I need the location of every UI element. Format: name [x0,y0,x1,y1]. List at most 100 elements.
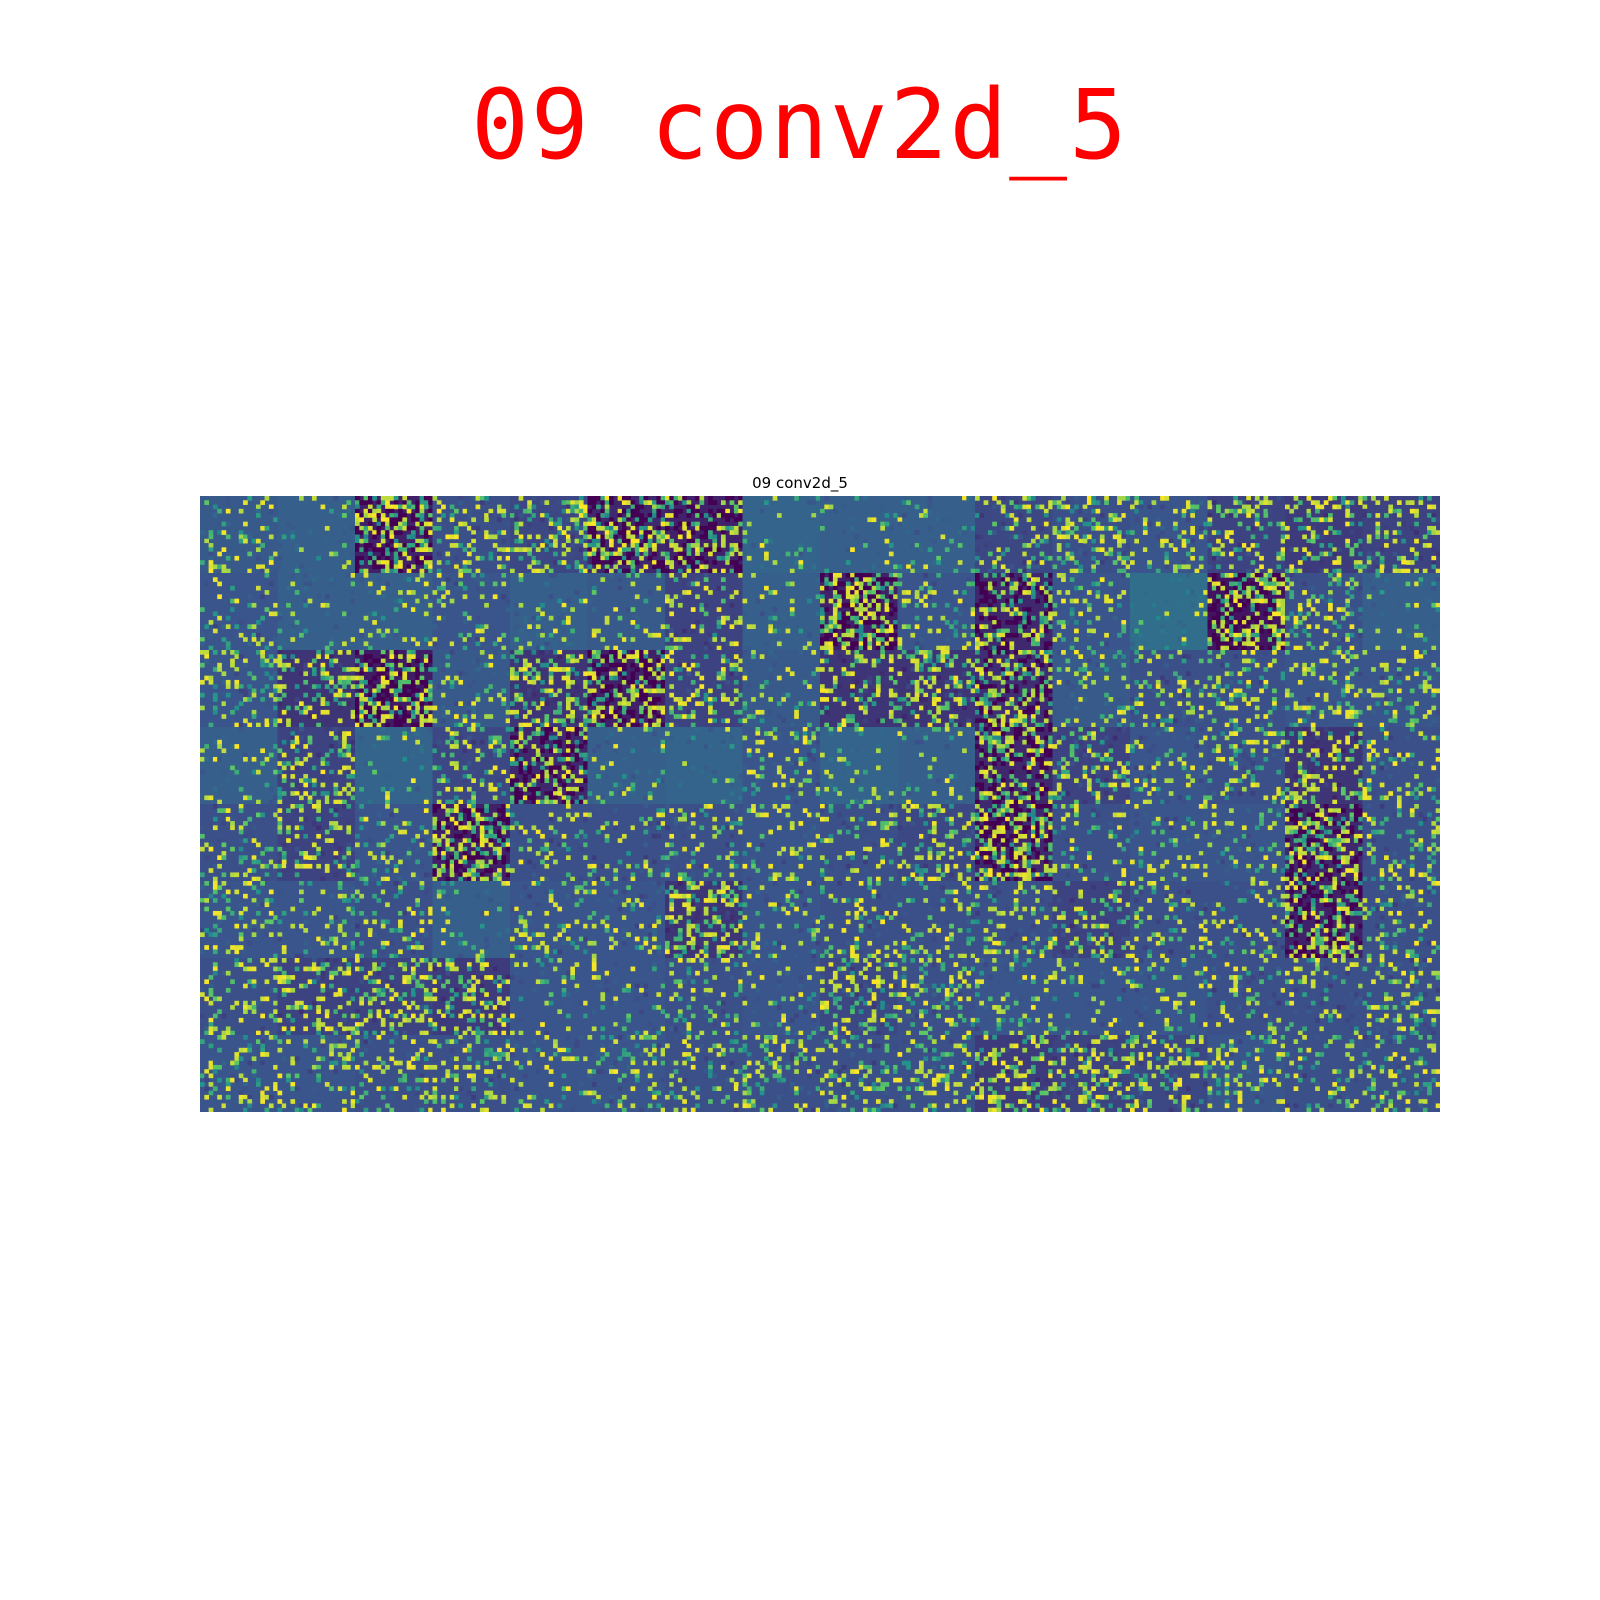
activation-cell [1353,667,1359,672]
activation-cell [1039,504,1045,510]
activation-cell [867,641,873,647]
activation-cell [596,697,601,702]
activation-cell [1043,602,1049,608]
activation-cell [690,607,696,612]
activation-cell [1043,521,1049,527]
activation-cell [415,598,420,604]
activation-cell [729,543,735,548]
activation-cell [367,662,373,668]
activation-cell [501,508,507,514]
activation-cell [1315,624,1320,630]
activation-cell [290,611,296,617]
activation-cell [742,598,748,604]
activation-cell [665,645,670,651]
activation-cell [660,688,666,694]
activation-cell [729,667,735,672]
activation-cell [962,705,967,711]
activation-cell [350,551,356,557]
activation-cell [1173,568,1178,574]
activation-cell [268,534,274,540]
activation-cell [1336,607,1342,612]
activation-cell [514,547,520,553]
activation-cell [639,547,644,553]
activation-cell [436,573,442,578]
activation-cell [1302,615,1307,621]
activation-cell [1349,684,1355,689]
activation-cell [376,658,382,664]
activation-cell [1048,525,1053,531]
activation-cell [1056,590,1062,595]
activation-cell [587,679,593,685]
activation-cell [1246,718,1251,724]
activation-cell [1375,551,1381,557]
activation-cell [406,650,412,655]
activation-cell [820,658,825,664]
activation-cell [1224,590,1230,595]
activation-cell [385,555,390,561]
activation-cell [264,590,270,595]
activation-cell [1035,585,1040,591]
activation-cell [1190,705,1195,711]
activation-cell [660,538,666,544]
activation-cell [346,611,352,617]
activation-cell [471,679,476,685]
activation-cell [617,585,623,591]
activation-cell [423,718,429,724]
activation-cell [277,701,283,707]
activation-cell [992,632,997,638]
activation-cell [1005,688,1010,694]
activation-cell [729,641,735,647]
activation-cell [350,667,356,672]
activation-cell [1207,577,1213,582]
activation-cell [1285,577,1290,582]
activation-cell [423,709,429,715]
activation-cell [570,697,575,702]
activation-cell [1005,645,1010,651]
activation-cell [230,598,235,604]
activation-cell [914,722,920,728]
activation-cell [1065,620,1071,625]
activation-cell [768,615,774,621]
activation-cell [1185,718,1191,724]
activation-cell [820,508,825,514]
activation-cell [264,718,270,724]
activation-cell [1285,534,1290,540]
activation-cell [837,654,842,659]
activation-cell [1362,513,1368,518]
activation-cell [880,628,885,634]
activation-cell [1272,581,1277,587]
activation-cell [428,684,433,689]
activation-cell [1263,590,1269,595]
activation-cell [634,530,640,535]
activation-cell [643,688,649,694]
activation-cell [204,581,210,587]
activation-cell [346,675,352,681]
activation-cell [764,679,769,685]
activation-cell [393,530,399,535]
activation-cell [553,560,558,565]
activation-cell [1211,607,1217,612]
activation-cell [1302,667,1307,672]
activation-cell [893,577,898,582]
activation-cell [845,615,851,621]
activation-cell [1000,662,1006,668]
activation-cell [669,538,675,544]
activation-cell [652,543,657,548]
activation-cell [871,581,877,587]
activation-cell [751,624,756,630]
activation-cell [337,705,343,711]
activation-cell [1181,624,1187,630]
activation-cell [286,718,291,724]
activation-cell [854,632,860,638]
activation-cell [1086,543,1092,548]
feature-map-tile [742,650,821,728]
activation-cell [1289,547,1295,553]
activation-cell [587,718,593,724]
activation-cell [729,551,735,557]
activation-cell [1315,692,1320,698]
activation-cell [1160,496,1165,501]
activation-cell [708,547,713,553]
activation-cell [604,688,610,694]
activation-cell [1117,718,1122,724]
activation-cell [1168,555,1174,561]
